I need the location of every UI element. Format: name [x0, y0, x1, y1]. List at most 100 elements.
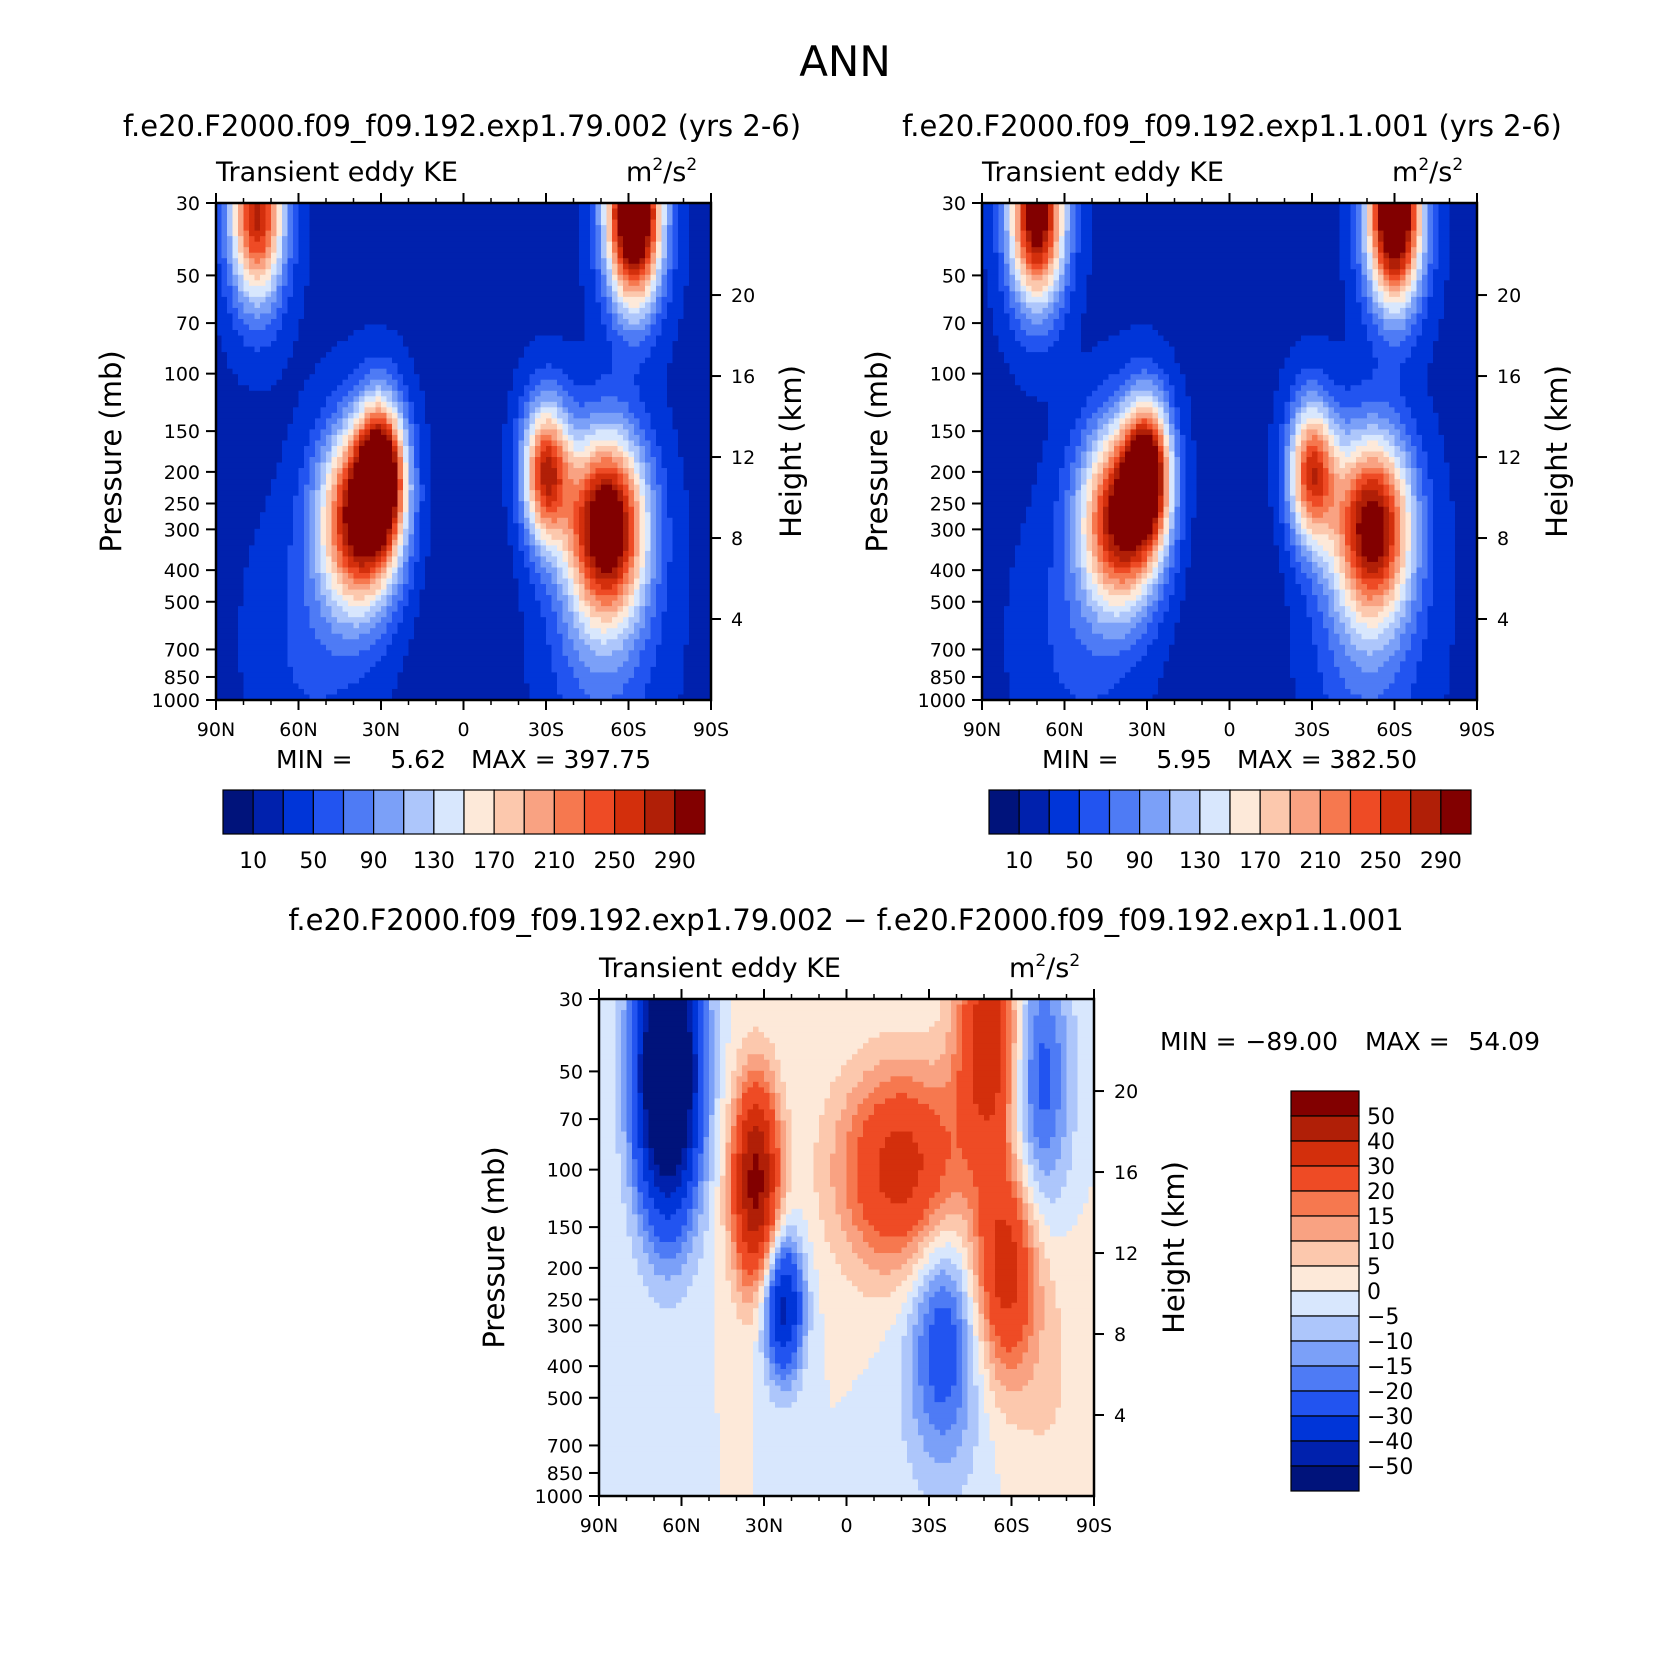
contour-cell [419, 567, 426, 574]
contour-cell [232, 523, 239, 530]
contour-cell [375, 683, 382, 690]
contour-cell [397, 357, 404, 364]
contour-cell [392, 451, 399, 458]
contour-cell [254, 208, 261, 215]
contour-cell [265, 561, 272, 569]
contour-cell [232, 655, 239, 662]
contour-cell [452, 241, 459, 248]
contour-cell [276, 600, 283, 607]
contour-cell [353, 661, 360, 668]
contour-cell [216, 363, 223, 370]
contour-cell [458, 567, 465, 574]
contour-cell [491, 567, 498, 574]
contour-cell [397, 258, 404, 265]
contour-cell [375, 523, 382, 530]
contour-cell [375, 468, 382, 475]
contour-cell [304, 457, 311, 464]
contour-cell [331, 628, 338, 635]
contour-cell [518, 241, 525, 248]
contour-cell [474, 396, 481, 403]
contour-cell [452, 517, 459, 524]
contour-cell [320, 280, 327, 287]
contour-cell [474, 390, 481, 397]
contour-cell [408, 374, 415, 381]
contour-cell [370, 341, 377, 348]
contour-cell [469, 633, 476, 640]
contour-cell [370, 622, 377, 629]
contour-cell [480, 263, 487, 270]
contour-cell [491, 252, 498, 259]
contour-cell [392, 606, 399, 613]
contour-cell [342, 412, 349, 419]
contour-cell [425, 550, 432, 558]
contour-cell [507, 423, 514, 431]
contour-cell [276, 683, 283, 690]
contour-cell [436, 584, 443, 591]
contour-cell [359, 672, 366, 679]
contour-cell [513, 313, 520, 320]
contour-cell [216, 352, 223, 359]
contour-cell [485, 396, 492, 403]
contour-cell [502, 379, 509, 386]
contour-cell [276, 412, 283, 419]
contour-cell [342, 330, 349, 337]
contour-cell [370, 495, 377, 502]
contour-cell [249, 578, 256, 585]
contour-cell [397, 335, 404, 342]
contour-cell [452, 390, 459, 397]
contour-cell [496, 688, 503, 696]
contour-cell [309, 335, 316, 342]
contour-cell [260, 650, 267, 657]
contour-cell [293, 561, 300, 569]
contour-cell [216, 677, 223, 685]
contour-cell [320, 307, 327, 315]
contour-cell [375, 600, 382, 607]
contour-cell [276, 556, 283, 563]
contour-cell [331, 694, 338, 701]
contour-cell [320, 346, 327, 353]
contour-cell [364, 241, 371, 248]
contour-cell [513, 650, 520, 657]
contour-cell [309, 650, 316, 657]
contour-cell [320, 462, 327, 469]
contour-cell [397, 352, 404, 359]
contour-cell [326, 247, 333, 254]
contour-cell [496, 639, 503, 646]
contour-cell [441, 203, 448, 210]
contour-cell [221, 677, 228, 685]
contour-cell [320, 556, 327, 563]
contour-cell [502, 307, 509, 315]
contour-cell [304, 677, 311, 685]
contour-cell [386, 269, 393, 276]
contour-cell [397, 418, 404, 425]
contour-cell [386, 561, 393, 569]
contour-cell [463, 263, 470, 270]
contour-cell [238, 462, 245, 469]
contour-cell [397, 241, 404, 248]
contour-cell [331, 600, 338, 607]
contour-cell [353, 534, 360, 541]
contour-cell [408, 672, 415, 679]
contour-cell [342, 440, 349, 447]
contour-cell [221, 534, 228, 541]
contour-cell [463, 683, 470, 690]
contour-cell [452, 214, 459, 221]
contour-cell [309, 495, 316, 502]
contour-cell [276, 539, 283, 546]
contour-cell [458, 313, 465, 320]
contour-cell [491, 390, 498, 397]
contour-cell [359, 352, 366, 359]
contour-cell [507, 252, 514, 259]
contour-cell [447, 650, 454, 657]
contour-cell [348, 501, 355, 508]
contour-cell [474, 600, 481, 607]
contour-cell [502, 506, 509, 513]
contour-cell [315, 307, 322, 315]
contour-cell [293, 451, 300, 458]
contour-cell [243, 523, 250, 530]
contour-cell [342, 274, 349, 281]
contour-cell [315, 352, 322, 359]
contour-cell [392, 677, 399, 685]
contour-cell [502, 512, 509, 519]
contour-cell [238, 611, 245, 618]
